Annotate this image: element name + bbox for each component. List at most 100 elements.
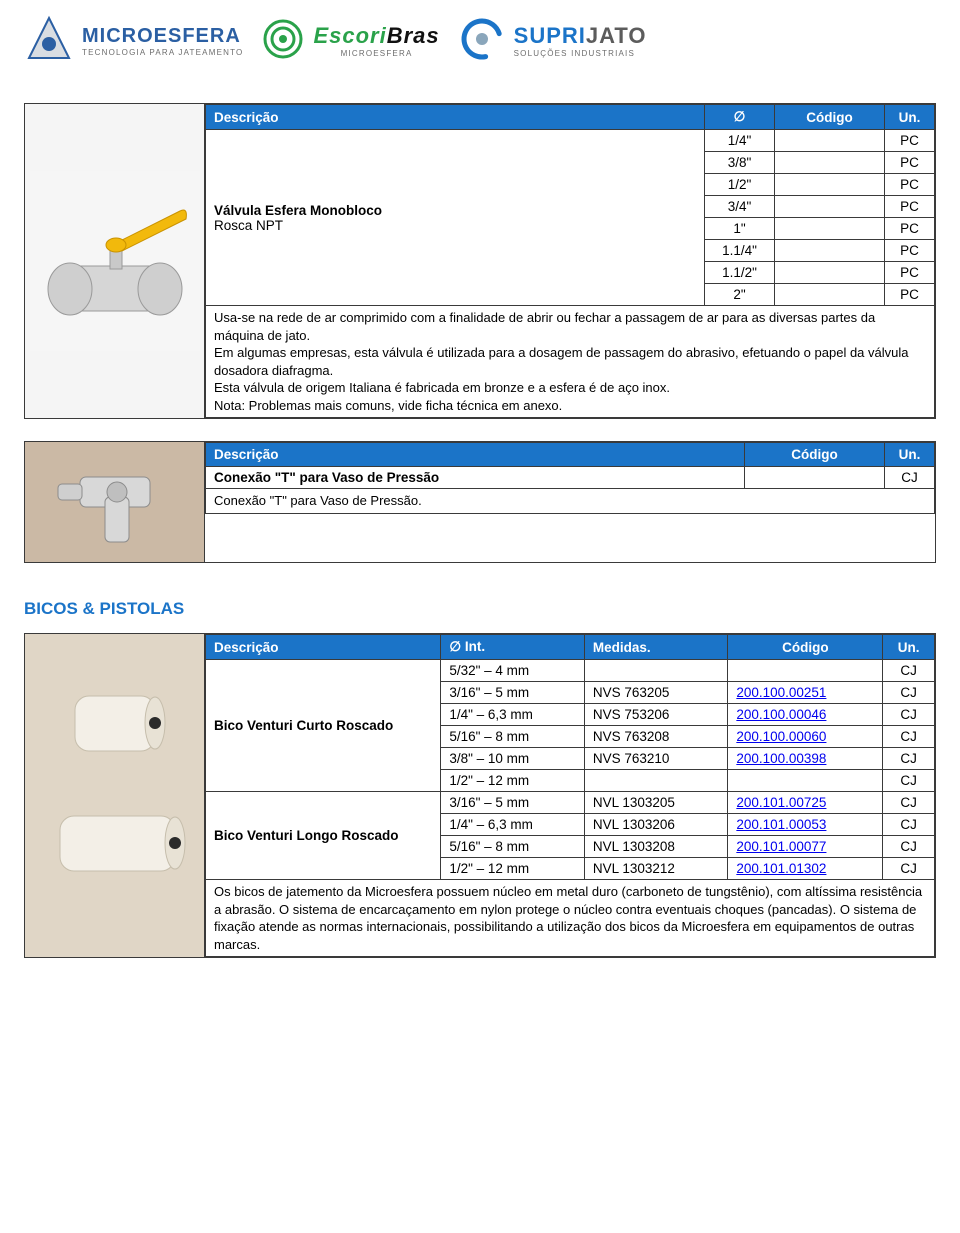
cell-unit: PC [885, 196, 935, 218]
cell-unit: CJ [883, 704, 935, 726]
bicos-description: Os bicos de jatemento da Microesfera pos… [206, 880, 935, 957]
valve-description-row: Usa-se na rede de ar comprimido com a fi… [206, 306, 935, 418]
cell-diam: 1/4" [705, 130, 775, 152]
cell-unit: PC [885, 262, 935, 284]
cell-unit: CJ [883, 836, 935, 858]
tee-table: Descrição Código Un. Conexão "T" para Va… [205, 442, 935, 514]
cell-int: 5/16" – 8 mm [441, 726, 585, 748]
cell-med [584, 660, 728, 682]
group-name-cell: Bico Venturi Curto Roscado [206, 660, 441, 792]
th-code: Código [745, 443, 885, 467]
code-link[interactable]: 200.101.00725 [736, 795, 826, 810]
logo-suprijato-sub: SOLUÇÕES INDUSTRIAIS [514, 49, 647, 58]
tee-code [745, 467, 885, 489]
cell-med: NVL 1303206 [584, 814, 728, 836]
th-diam: ∅ [705, 105, 775, 130]
valve-description: Usa-se na rede de ar comprimido com a fi… [206, 306, 935, 418]
logo-microesfera: MICROESFERA TECNOLOGIA PARA JATEAMENTO [24, 14, 243, 67]
cell-diam: 2" [705, 284, 775, 306]
cell-code [775, 284, 885, 306]
valve-image [25, 104, 205, 418]
section-title-bicos: BICOS & PISTOLAS [24, 599, 936, 619]
cell-code [775, 262, 885, 284]
cell-int: 3/8" – 10 mm [441, 748, 585, 770]
cell-unit: CJ [883, 682, 935, 704]
cell-unit: CJ [883, 770, 935, 792]
cell-med: NVS 763205 [584, 682, 728, 704]
tee-unit: CJ [885, 467, 935, 489]
cell-diam: 1.1/4" [705, 240, 775, 262]
cell-code: 200.101.00077 [728, 836, 883, 858]
code-link[interactable]: 200.100.00398 [736, 751, 826, 766]
th-unit: Un. [883, 635, 935, 660]
code-link[interactable]: 200.101.00053 [736, 817, 826, 832]
tee-image [25, 442, 205, 562]
cell-unit: PC [885, 240, 935, 262]
cell-unit: CJ [883, 748, 935, 770]
bicos-table: Descrição ∅ Int. Medidas. Código Un. Bic… [205, 634, 935, 957]
table-row: Conexão "T" para Vaso de Pressão CJ [206, 467, 935, 489]
cell-med [584, 770, 728, 792]
cell-unit: PC [885, 174, 935, 196]
suprijato-icon [458, 15, 506, 66]
cell-code: 200.101.01302 [728, 858, 883, 880]
table-row: Bico Venturi Longo Roscado3/16" – 5 mmNV… [206, 792, 935, 814]
cell-code [775, 218, 885, 240]
cell-code [728, 770, 883, 792]
logo-suprijato-text: SUPRIJATO [514, 23, 647, 49]
code-link[interactable]: 200.100.00060 [736, 729, 826, 744]
th-code: Código [775, 105, 885, 130]
cell-unit: PC [885, 130, 935, 152]
cell-int: 1/4" – 6,3 mm [441, 814, 585, 836]
logo-escoribras: EscoriBras MICROESFERA [261, 17, 439, 64]
th-med: Medidas. [584, 635, 728, 660]
cell-diam: 1/2" [705, 174, 775, 196]
cell-code [775, 240, 885, 262]
cell-med: NVS 753206 [584, 704, 728, 726]
cell-diam: 1.1/2" [705, 262, 775, 284]
cell-unit: PC [885, 218, 935, 240]
cell-code [775, 130, 885, 152]
microesfera-icon [24, 14, 74, 67]
cell-unit: CJ [883, 792, 935, 814]
code-link[interactable]: 200.100.00046 [736, 707, 826, 722]
tee-description: Conexão "T" para Vaso de Pressão. [206, 489, 935, 514]
cell-med: NVS 763208 [584, 726, 728, 748]
cell-unit: CJ [883, 814, 935, 836]
cell-int: 1/2" – 12 mm [441, 858, 585, 880]
valve-name-cell: Válvula Esfera MonoblocoRosca NPT [206, 130, 705, 306]
entry-valve: Descrição ∅ Código Un. Válvula Esfera Mo… [24, 103, 936, 419]
table-header-row: Descrição ∅ Int. Medidas. Código Un. [206, 635, 935, 660]
cell-med: NVS 763210 [584, 748, 728, 770]
th-code: Código [728, 635, 883, 660]
logo-escoribras-text: EscoriBras [313, 23, 439, 49]
bicos-image [25, 634, 205, 957]
cell-int: 1/4" – 6,3 mm [441, 704, 585, 726]
code-link[interactable]: 200.100.00251 [736, 685, 826, 700]
th-desc: Descrição [206, 105, 705, 130]
logo-microesfera-sub: TECNOLOGIA PARA JATEAMENTO [82, 48, 243, 57]
group-name-cell: Bico Venturi Longo Roscado [206, 792, 441, 880]
table-header-row: Descrição Código Un. [206, 443, 935, 467]
table-row: Bico Venturi Curto Roscado5/32" – 4 mmCJ [206, 660, 935, 682]
cell-code: 200.100.00046 [728, 704, 883, 726]
cell-int: 3/16" – 5 mm [441, 792, 585, 814]
cell-unit: CJ [883, 858, 935, 880]
code-link[interactable]: 200.101.00077 [736, 839, 826, 854]
entry-bicos: Descrição ∅ Int. Medidas. Código Un. Bic… [24, 633, 936, 958]
cell-unit: CJ [883, 726, 935, 748]
code-link[interactable]: 200.101.01302 [736, 861, 826, 876]
cell-diam: 1" [705, 218, 775, 240]
th-desc: Descrição [206, 443, 745, 467]
cell-code [775, 152, 885, 174]
tee-description-row: Conexão "T" para Vaso de Pressão. [206, 489, 935, 514]
cell-code: 200.100.00398 [728, 748, 883, 770]
cell-code: 200.101.00725 [728, 792, 883, 814]
logo-microesfera-text: MICROESFERA [82, 25, 243, 48]
bicos-description-row: Os bicos de jatemento da Microesfera pos… [206, 880, 935, 957]
table-row: Válvula Esfera MonoblocoRosca NPT1/4"PC [206, 130, 935, 152]
cell-unit: PC [885, 284, 935, 306]
cell-int: 5/16" – 8 mm [441, 836, 585, 858]
cell-med: NVL 1303208 [584, 836, 728, 858]
cell-code [728, 660, 883, 682]
